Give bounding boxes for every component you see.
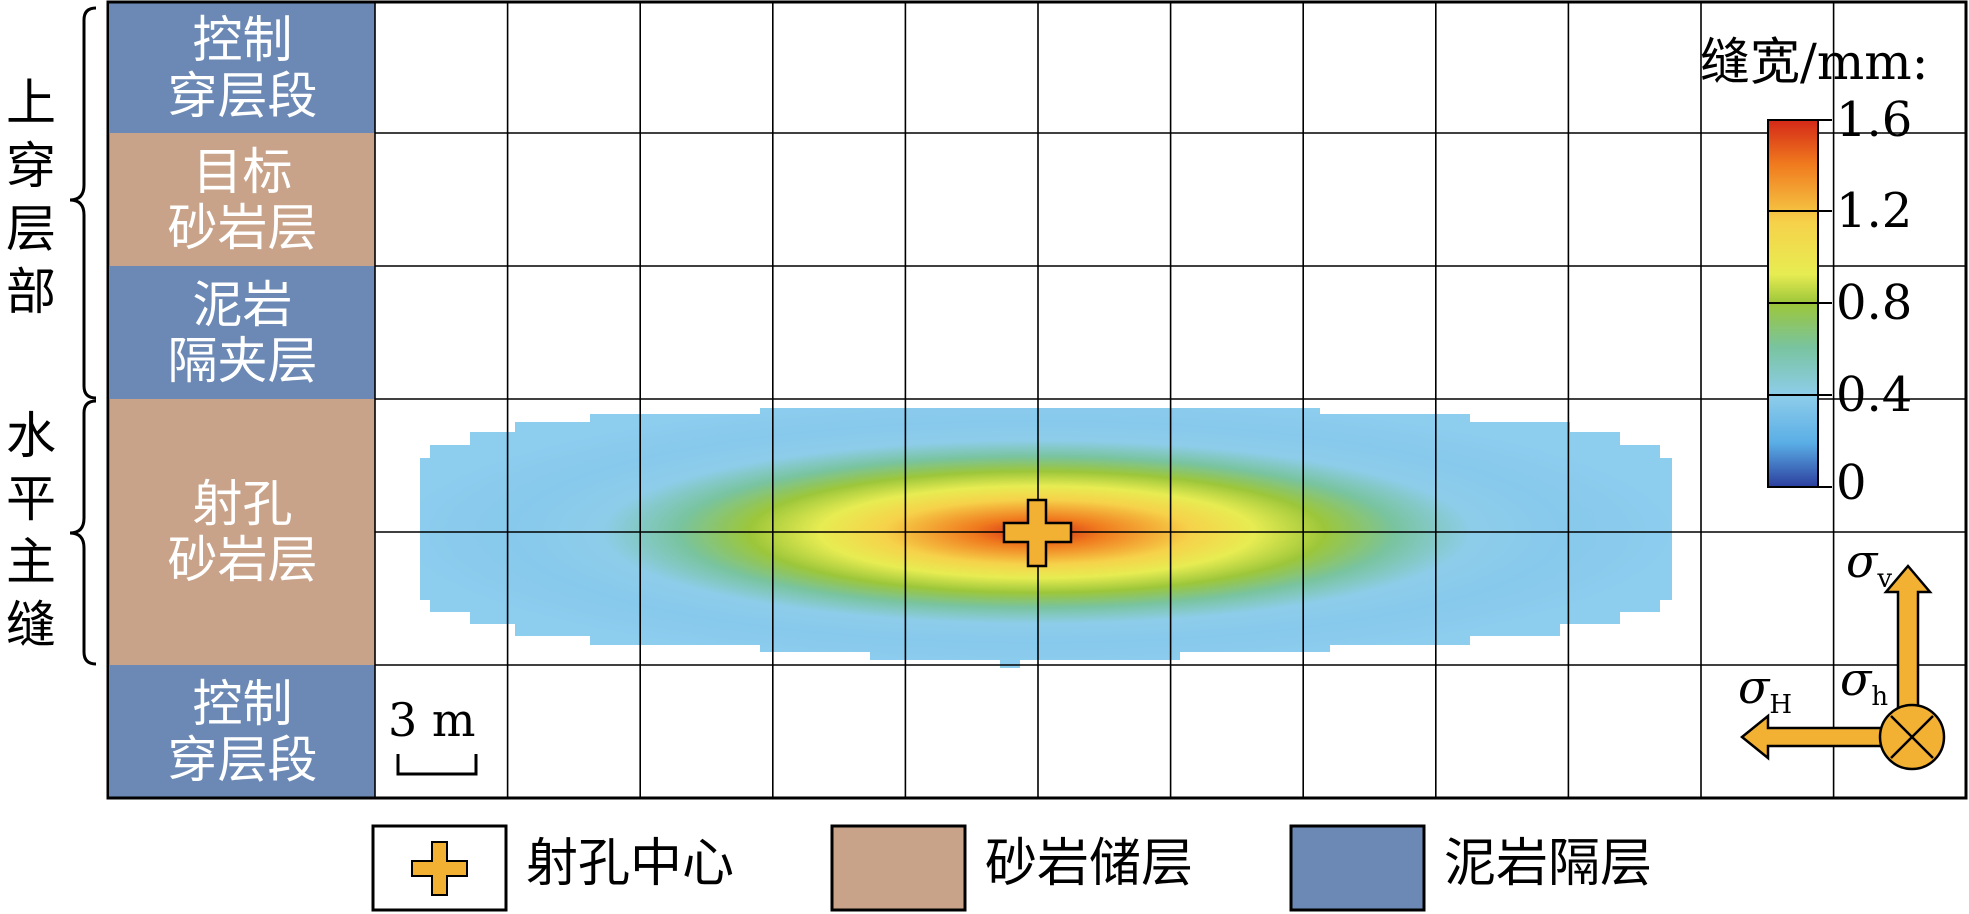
scale-bar-label: 3 m xyxy=(388,693,476,747)
sigma-v-arrow xyxy=(1883,564,1933,720)
layer-target-sandstone: 目标 砂岩层 xyxy=(110,133,375,266)
colorbar-ticks xyxy=(1768,119,1832,488)
scale-bar xyxy=(396,754,478,776)
layer-perforated-sandstone: 射孔 砂岩层 xyxy=(110,399,375,665)
legend-label-mudstone: 泥岩隔层 xyxy=(1444,834,1653,894)
upper-section-label: 上 穿 层 部 xyxy=(6,74,56,321)
colorbar-tick-label: 0.4 xyxy=(1836,367,1913,423)
main-fracture-label: 水 平 主 缝 xyxy=(6,407,56,654)
sigma-H-arrow xyxy=(1740,713,1888,761)
sigma-h-label: σh xyxy=(1840,652,1889,713)
sigma-H-label: σH xyxy=(1738,660,1793,721)
colorbar-title: 缝宽/mm: xyxy=(1700,33,1929,91)
colorbar-tick-label: 0.8 xyxy=(1836,275,1913,331)
layer-control-top: 控制 穿层段 xyxy=(110,2,375,133)
legend-swatch-sandstone xyxy=(830,824,967,912)
colorbar-tick-label: 1.2 xyxy=(1836,183,1913,239)
layer-mudstone-interlayer: 泥岩 隔夹层 xyxy=(110,266,375,399)
main-fracture-brace xyxy=(69,399,97,666)
colorbar-tick-label: 0 xyxy=(1836,455,1867,511)
colorbar-tick-label: 1.6 xyxy=(1836,92,1913,148)
sigma-v-label: σv xyxy=(1846,534,1893,595)
legend-label-sandstone: 砂岩储层 xyxy=(985,834,1194,894)
grid xyxy=(374,2,1967,798)
legend-swatch-mudstone xyxy=(1289,824,1426,912)
legend-label-perforation: 射孔中心 xyxy=(526,834,735,894)
layer-control-bottom: 控制 穿层段 xyxy=(110,665,375,798)
plot-frame xyxy=(106,0,1968,800)
perforation-center-marker xyxy=(1002,498,1073,568)
perforation-cross-icon xyxy=(411,841,468,896)
stress-arrows xyxy=(1740,564,1946,771)
upper-section-brace xyxy=(69,6,97,400)
